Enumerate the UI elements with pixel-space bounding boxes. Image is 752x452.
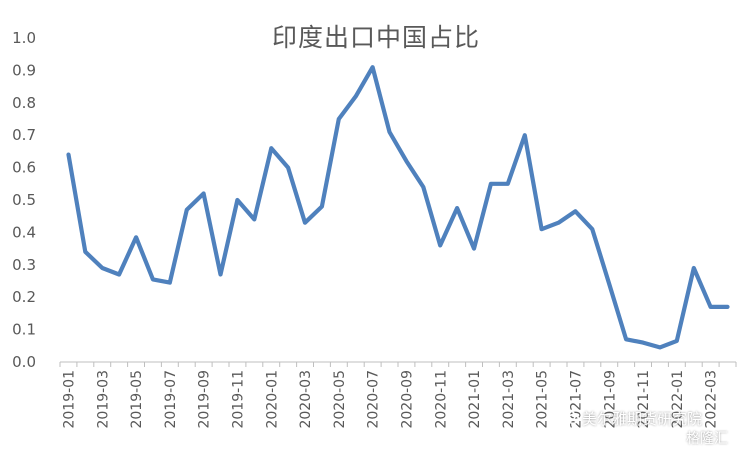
y-tick-label: 0.0 [12,353,36,371]
x-tick-label: 2020-05 [332,370,348,429]
x-tick-label: 2022-03 [704,370,720,429]
x-tick-label: 2019-11 [230,370,246,429]
watermark-text: 美尔雅期货研究院 [582,410,703,428]
y-tick-label: 0.6 [12,159,36,177]
series-layer [66,65,730,350]
x-tick-label: 2019-01 [61,370,77,429]
x-axis-ticks: 2019-01 2019-03 2019-05 2019-07 2019-09 2019-… [61,370,719,429]
x-tick-label: 2020-11 [433,370,449,429]
x-tick-label: 2021-01 [467,370,483,429]
x-tick-label: 2019-07 [163,370,179,429]
x-tick-label: 2021-09 [602,370,618,429]
x-tick-label: 2020-03 [298,370,314,429]
x-tick-label: 2020-09 [399,370,415,429]
y-tick-label: 0.9 [12,61,36,79]
x-tick-label: 2021-07 [568,370,584,429]
x-tick-label: 2020-01 [264,370,280,429]
x-tick-label: 2021-11 [636,370,652,429]
x-tick-label: 2019-03 [95,370,111,429]
y-tick-label: 0.3 [12,256,36,274]
x-tick-label: 2021-03 [501,370,517,429]
y-tick-label: 1.0 [12,29,36,47]
x-tick-label: 2022-01 [670,370,686,429]
y-tick-label: 0.2 [12,288,36,306]
y-tick-label: 0.8 [12,94,36,112]
x-tick-label: 2019-05 [129,370,145,429]
y-tick-label: 0.4 [12,223,36,241]
x-tick-label: 2021-05 [535,370,551,429]
wechat-icon [560,409,580,429]
y-tick-label: 0.7 [12,126,36,144]
series-line [66,65,730,350]
y-tick-label: 0.5 [12,191,36,209]
chart-axes [59,361,737,367]
x-tick-label: 2020-07 [366,370,382,429]
watermark-logo-text: 格隆汇 [686,431,728,447]
x-tick-label: 2019-09 [197,370,213,429]
chart-title: 印度出口中国占比 [271,23,480,52]
logo-icon [672,428,685,447]
y-axis-ticks: 0.0 0.1 0.2 0.3 0.4 0.5 0.6 0.7 0.8 0.9 1.0 [12,29,36,371]
y-tick-label: 0.1 [12,321,36,339]
